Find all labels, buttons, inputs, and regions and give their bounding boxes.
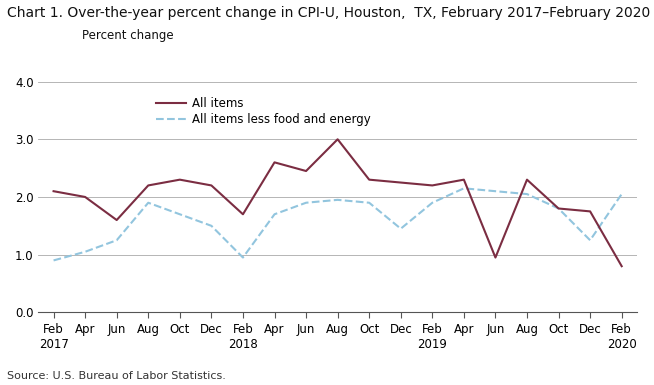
Line: All items less food and energy: All items less food and energy: [54, 188, 622, 260]
All items: [207, 183, 215, 188]
All items: [81, 195, 89, 199]
Text: Percent change: Percent change: [82, 29, 173, 42]
All items less food and energy: [50, 258, 58, 263]
All items less food and energy: [460, 186, 468, 191]
All items less food and energy: [428, 201, 436, 205]
All items less food and energy: [207, 224, 215, 228]
All items less food and energy: [366, 201, 373, 205]
All items: [112, 218, 120, 223]
All items: [428, 183, 436, 188]
All items less food and energy: [112, 238, 120, 243]
All items: [334, 137, 341, 142]
All items less food and energy: [239, 255, 247, 260]
Text: Source: U.S. Bureau of Labor Statistics.: Source: U.S. Bureau of Labor Statistics.: [7, 371, 226, 381]
All items: [145, 183, 152, 188]
Text: Chart 1. Over-the-year percent change in CPI-U, Houston,  TX, February 2017–Febr: Chart 1. Over-the-year percent change in…: [7, 6, 650, 20]
All items: [302, 169, 310, 173]
All items less food and energy: [81, 249, 89, 254]
All items: [397, 180, 405, 185]
All items: [366, 177, 373, 182]
All items less food and energy: [618, 192, 626, 196]
All items less food and energy: [586, 238, 594, 243]
All items: [239, 212, 247, 217]
All items less food and energy: [145, 201, 152, 205]
All items less food and energy: [492, 189, 500, 194]
All items less food and energy: [397, 226, 405, 231]
All items less food and energy: [523, 192, 531, 196]
All items: [555, 206, 562, 211]
All items: [523, 177, 531, 182]
All items: [271, 160, 279, 165]
All items: [586, 209, 594, 214]
All items: [618, 264, 626, 268]
Legend: All items, All items less food and energy: All items, All items less food and energ…: [152, 92, 375, 131]
All items: [460, 177, 468, 182]
All items: [176, 177, 184, 182]
Line: All items: All items: [54, 139, 622, 266]
All items: [50, 189, 58, 194]
All items: [492, 255, 500, 260]
All items less food and energy: [176, 212, 184, 217]
All items less food and energy: [271, 212, 279, 217]
All items less food and energy: [555, 206, 562, 211]
All items less food and energy: [334, 198, 341, 202]
All items less food and energy: [302, 201, 310, 205]
